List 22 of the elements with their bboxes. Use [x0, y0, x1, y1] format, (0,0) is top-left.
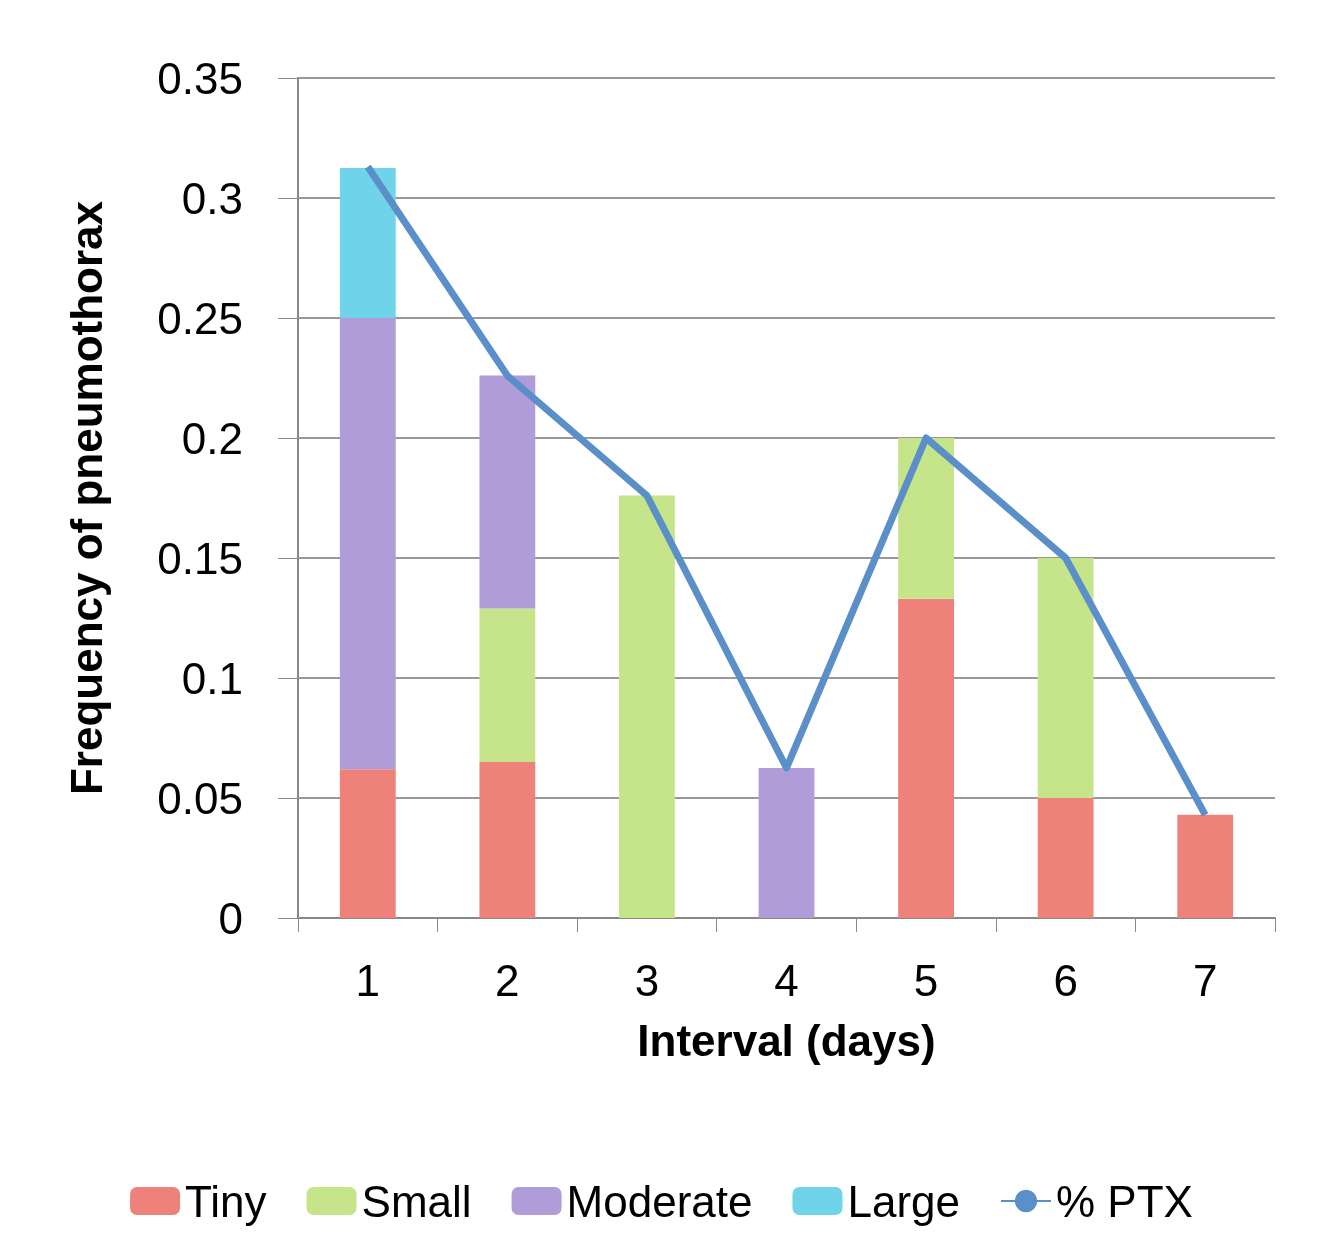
y-tick-label: 0: [218, 893, 243, 943]
y-tick-label: 0.1: [181, 653, 243, 703]
legend-label: Moderate: [566, 1176, 753, 1226]
y-tick-label: 0.15: [157, 533, 243, 583]
x-tick-label: 7: [1192, 955, 1218, 1005]
x-tick-label: 6: [1053, 955, 1078, 1005]
y-tick-label: 0.35: [157, 53, 243, 103]
y-tick-label: 0.2: [181, 413, 243, 463]
x-tick-label: 3: [634, 955, 660, 1005]
x-tick-label: 5: [913, 955, 939, 1005]
legend-label: Small: [361, 1176, 472, 1226]
x-tick-label: 2: [495, 955, 520, 1005]
legend-label: Tiny: [185, 1176, 267, 1226]
x-tick-label: 4: [774, 955, 799, 1005]
x-axis-title: Interval (days): [637, 1015, 936, 1065]
y-axis-title: Frequency of pneumothorax: [61, 200, 111, 796]
y-tick-label: 0.05: [157, 773, 243, 823]
legend-label: % PTX: [1056, 1176, 1193, 1226]
legend-label: Large: [847, 1176, 961, 1226]
x-tick-label: 1: [355, 955, 381, 1005]
y-tick-label: 0.3: [181, 173, 243, 223]
y-tick-label: 0.25: [157, 293, 243, 343]
